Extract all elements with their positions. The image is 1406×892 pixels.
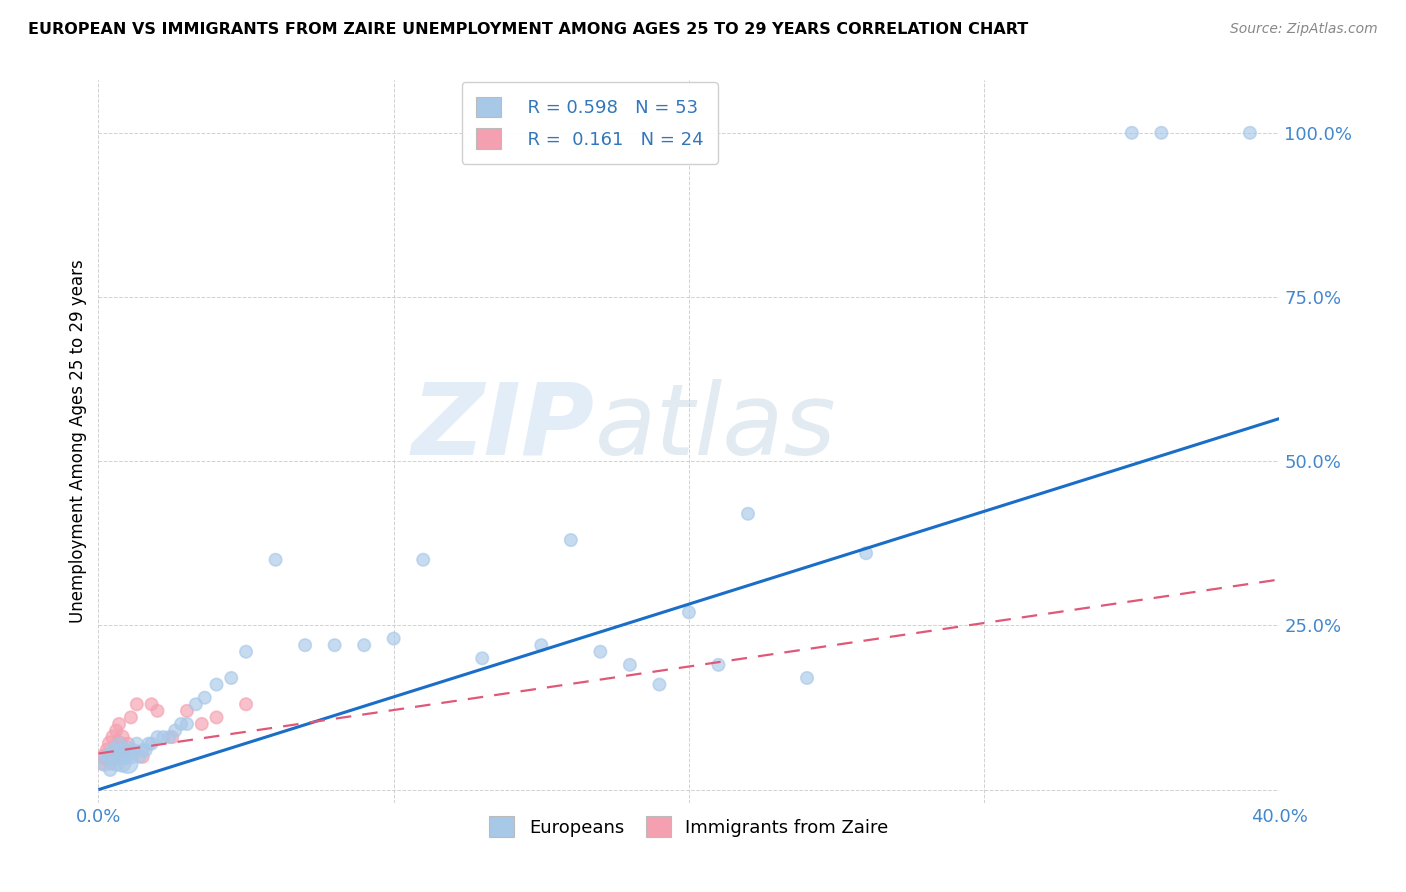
Point	[103, 730, 125, 744]
Point	[560, 533, 582, 547]
Point	[194, 690, 217, 705]
Point	[205, 710, 228, 724]
Point	[191, 717, 214, 731]
Legend: Europeans, Immigrants from Zaire: Europeans, Immigrants from Zaire	[482, 809, 896, 845]
Point	[120, 749, 142, 764]
Point	[103, 743, 125, 757]
Point	[157, 730, 180, 744]
Point	[105, 743, 128, 757]
Point	[648, 677, 671, 691]
Point	[108, 749, 131, 764]
Point	[176, 704, 198, 718]
Point	[117, 756, 139, 771]
Point	[111, 756, 134, 771]
Point	[108, 717, 131, 731]
Point	[117, 737, 139, 751]
Point	[146, 704, 169, 718]
Point	[114, 743, 136, 757]
Point	[108, 737, 131, 751]
Point	[125, 737, 148, 751]
Point	[205, 677, 228, 691]
Point	[235, 698, 257, 712]
Y-axis label: Unemployment Among Ages 25 to 29 years: Unemployment Among Ages 25 to 29 years	[69, 260, 87, 624]
Text: EUROPEAN VS IMMIGRANTS FROM ZAIRE UNEMPLOYMENT AMONG AGES 25 TO 29 YEARS CORRELA: EUROPEAN VS IMMIGRANTS FROM ZAIRE UNEMPL…	[28, 22, 1028, 37]
Point	[122, 743, 145, 757]
Point	[146, 730, 169, 744]
Text: ZIP: ZIP	[412, 378, 595, 475]
Point	[103, 749, 125, 764]
Point	[184, 698, 207, 712]
Point	[1150, 126, 1173, 140]
Point	[111, 743, 134, 757]
Point	[176, 717, 198, 731]
Point	[796, 671, 818, 685]
Point	[221, 671, 243, 685]
Point	[125, 698, 148, 712]
Point	[162, 730, 183, 744]
Point	[114, 749, 136, 764]
Point	[1239, 126, 1261, 140]
Point	[132, 743, 155, 757]
Point	[96, 743, 118, 757]
Point	[105, 743, 128, 757]
Point	[93, 756, 115, 771]
Point	[707, 657, 730, 672]
Point	[120, 710, 142, 724]
Point	[530, 638, 553, 652]
Point	[105, 756, 128, 771]
Point	[138, 737, 160, 751]
Text: atlas: atlas	[595, 378, 837, 475]
Point	[471, 651, 494, 665]
Point	[165, 723, 187, 738]
Point	[141, 698, 163, 712]
Point	[619, 657, 641, 672]
Point	[132, 749, 155, 764]
Point	[678, 605, 700, 619]
Point	[108, 737, 131, 751]
Point	[117, 743, 139, 757]
Point	[103, 749, 125, 764]
Point	[128, 749, 150, 764]
Point	[855, 546, 877, 560]
Point	[382, 632, 405, 646]
Point	[323, 638, 346, 652]
Point	[98, 763, 121, 777]
Point	[96, 749, 118, 764]
Point	[98, 756, 121, 771]
Point	[93, 749, 115, 764]
Point	[141, 737, 163, 751]
Point	[170, 717, 193, 731]
Point	[353, 638, 375, 652]
Point	[235, 645, 257, 659]
Point	[152, 730, 174, 744]
Point	[294, 638, 316, 652]
Point	[264, 553, 287, 567]
Point	[98, 737, 121, 751]
Point	[111, 730, 134, 744]
Point	[737, 507, 759, 521]
Point	[412, 553, 434, 567]
Point	[589, 645, 612, 659]
Point	[105, 723, 128, 738]
Text: Source: ZipAtlas.com: Source: ZipAtlas.com	[1230, 22, 1378, 37]
Point	[1121, 126, 1143, 140]
Point	[90, 756, 112, 771]
Point	[135, 743, 157, 757]
